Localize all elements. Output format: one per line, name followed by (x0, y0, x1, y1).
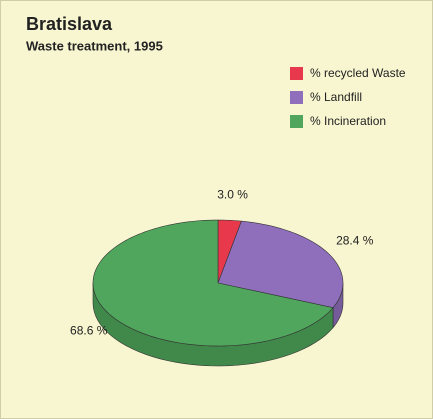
pie-slice (92, 219, 334, 347)
legend-swatch (290, 91, 303, 104)
chart-title: Bratislava (26, 14, 113, 34)
data-label: 3.0 % (217, 188, 248, 202)
data-label: 28.4 % (336, 234, 374, 248)
legend-swatch (290, 115, 303, 128)
data-label: 68.6 % (70, 324, 108, 338)
legend-swatch (290, 67, 303, 80)
legend-label: % Incineration (310, 114, 386, 128)
legend-label: % recycled Waste (310, 66, 406, 80)
legend-label: % Landfill (310, 90, 362, 104)
chart-subtitle: Waste treatment, 1995 (26, 38, 163, 53)
pie-slice (217, 220, 344, 308)
